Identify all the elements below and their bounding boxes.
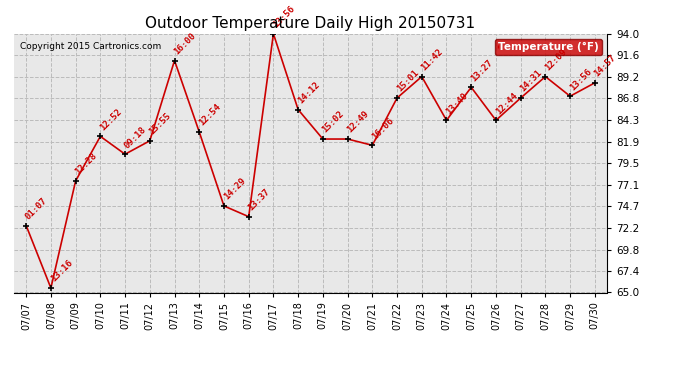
Text: 11:42: 11:42: [420, 47, 445, 72]
Text: 13:56: 13:56: [271, 4, 297, 30]
Text: 13:56: 13:56: [568, 67, 593, 92]
Text: Copyright 2015 Cartronics.com: Copyright 2015 Cartronics.com: [20, 42, 161, 51]
Text: 13:37: 13:37: [246, 187, 272, 213]
Text: 13:27: 13:27: [469, 58, 494, 83]
Text: 15:55: 15:55: [148, 111, 173, 136]
Text: 13:16: 13:16: [49, 258, 74, 284]
Text: 12:44: 12:44: [494, 91, 519, 116]
Text: 15:02: 15:02: [321, 110, 346, 135]
Legend: Temperature (°F): Temperature (°F): [495, 39, 602, 55]
Text: 12:54: 12:54: [197, 102, 222, 128]
Text: 16:00: 16:00: [172, 31, 197, 56]
Text: 14:31: 14:31: [518, 69, 544, 94]
Text: 14:29: 14:29: [221, 176, 247, 202]
Title: Outdoor Temperature Daily High 20150731: Outdoor Temperature Daily High 20150731: [146, 16, 475, 31]
Text: 13:40: 13:40: [444, 91, 470, 116]
Text: 12:09: 12:09: [543, 47, 569, 72]
Text: 12:52: 12:52: [98, 107, 124, 132]
Text: 12:28: 12:28: [73, 152, 99, 177]
Text: 16:06: 16:06: [370, 116, 395, 141]
Text: 14:12: 14:12: [296, 80, 322, 105]
Text: 09:18: 09:18: [123, 124, 148, 150]
Text: 14:57: 14:57: [593, 53, 618, 79]
Text: 01:07: 01:07: [24, 196, 49, 221]
Text: 12:49: 12:49: [346, 110, 371, 135]
Text: 15:01: 15:01: [395, 69, 420, 94]
